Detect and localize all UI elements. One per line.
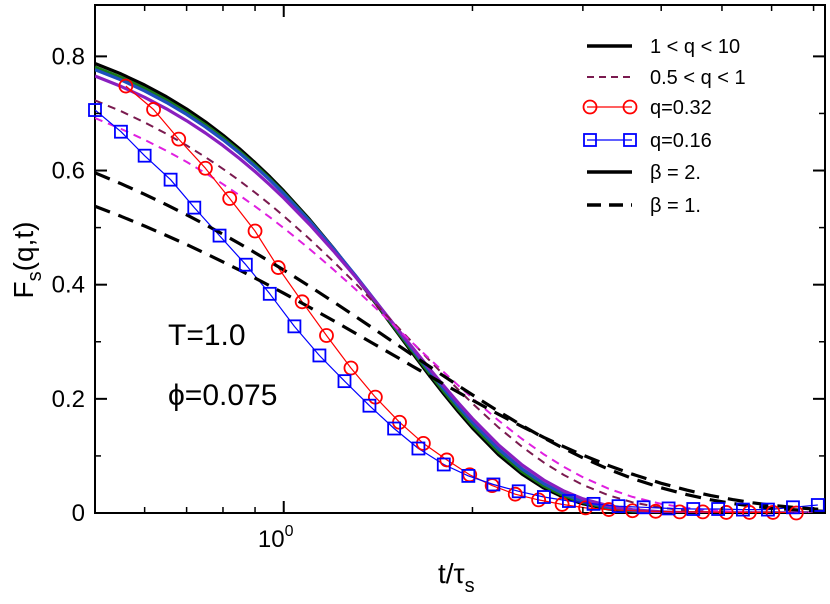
legend-label: 1 < q < 10 (650, 36, 740, 58)
data-point-square (711, 502, 726, 516)
data-point-circle (718, 505, 734, 520)
y-axis-title: Fs(q,t) (8, 222, 46, 299)
data-point-square (810, 498, 825, 512)
plot-frame (94, 4, 826, 514)
series-line-2 (95, 68, 825, 513)
svg-text:Fs(q,t): Fs(q,t) (8, 222, 46, 299)
data-point-square (636, 500, 651, 515)
x-axis-title-sub: s (465, 575, 475, 597)
data-point-circle (247, 223, 263, 239)
legend-entry-q-05-1: 0.5 < q < 1 (587, 67, 746, 89)
legend-label: 0.5 < q < 1 (650, 67, 746, 89)
data-point-square (88, 103, 102, 117)
legend-swatch-circle-right (622, 99, 638, 115)
series-line-5 (95, 117, 825, 513)
data-point-square (387, 421, 402, 436)
data-point-square (686, 502, 701, 516)
data-point-square (436, 457, 451, 472)
data-point-circle (118, 78, 134, 94)
data-point-square (661, 501, 676, 516)
data-point-square (461, 468, 476, 483)
y-tick-label: 0.4 (52, 272, 85, 299)
data-point-circle (294, 294, 310, 310)
data-point-circle (765, 505, 781, 520)
x-axis-ticks: 100 (94, 5, 815, 553)
data-point-circle (319, 328, 334, 343)
data-point-square (114, 124, 128, 139)
legend-label: β = 2. (650, 162, 701, 184)
data-point-square (362, 398, 377, 413)
legend: 1 < q < 10 0.5 < q < 1 q=0.32 q=0.16 β =… (582, 36, 746, 217)
y-axis-title-tail: (q,t) (8, 222, 39, 272)
y-axis-title-sub: s (24, 271, 46, 281)
data-point-square (761, 502, 775, 517)
curve-layer (95, 62, 825, 513)
data-point-square (511, 484, 526, 499)
annotation-phi: ϕ=0.075 (168, 379, 277, 412)
series-line-9 (95, 204, 825, 512)
data-point-square (486, 477, 501, 492)
series-line-10 (95, 171, 825, 513)
legend-swatch-circle-left (582, 99, 598, 115)
data-point-circle (625, 503, 640, 519)
series-line-1 (95, 65, 825, 513)
data-point-square (212, 228, 227, 243)
data-point-square (262, 286, 277, 301)
data-point-square (562, 494, 576, 508)
legend-label: q=0.32 (650, 97, 712, 119)
data-point-circle (198, 160, 213, 176)
data-point-square (287, 319, 302, 334)
x-axis-title: t/τs (438, 558, 475, 597)
y-tick-label: 0.6 (52, 158, 85, 185)
data-point-square (187, 200, 202, 215)
data-point-circle (578, 500, 593, 516)
y-axis-title-main: F (8, 281, 39, 298)
data-point-square (736, 502, 750, 517)
annotation-temperature: T=1.0 (168, 319, 246, 352)
legend-entry-beta-1: β = 1. (587, 195, 701, 217)
data-point-square (312, 348, 327, 363)
data-point-square (163, 172, 178, 187)
y-tick-label: 0.8 (52, 43, 85, 70)
data-point-square (238, 257, 253, 272)
legend-entry-q-032: q=0.32 (582, 97, 712, 119)
legend-entry-q-1-10: 1 < q < 10 (587, 36, 740, 58)
legend-entry-q-016: q=0.16 (583, 130, 712, 152)
data-point-square (411, 441, 426, 456)
data-point-circle (270, 260, 286, 275)
legend-label: q=0.16 (650, 130, 712, 152)
y-tick-label: 0 (72, 500, 85, 527)
data-point-circle (439, 452, 455, 468)
data-point-square (611, 499, 626, 514)
data-point-square (786, 500, 800, 515)
x-axis-title-main: t/τ (438, 558, 465, 589)
data-point-circle (507, 486, 523, 502)
data-point-circle (672, 504, 688, 520)
data-point-circle (601, 502, 617, 517)
data-point-square (137, 148, 152, 163)
data-point-circle (146, 102, 161, 117)
series-line-3 (95, 74, 825, 513)
data-point-circle (222, 191, 238, 206)
legend-label: β = 1. (650, 195, 701, 217)
legend-swatch-square-right (623, 133, 637, 147)
marker-layer (88, 78, 825, 521)
data-point-circle (171, 131, 187, 147)
x-tick-label: 100 (258, 523, 294, 553)
data-point-circle (695, 504, 711, 520)
series-line-7 (95, 109, 818, 511)
data-point-square (586, 496, 601, 511)
y-tick-label: 0.2 (52, 386, 85, 413)
data-point-square (337, 374, 352, 389)
legend-entry-beta-2: β = 2. (587, 162, 701, 184)
data-point-square (537, 490, 551, 504)
legend-swatch-square-left (583, 133, 597, 147)
y-axis-ticks: 0 0.2 0.4 0.6 0.8 (52, 43, 825, 527)
